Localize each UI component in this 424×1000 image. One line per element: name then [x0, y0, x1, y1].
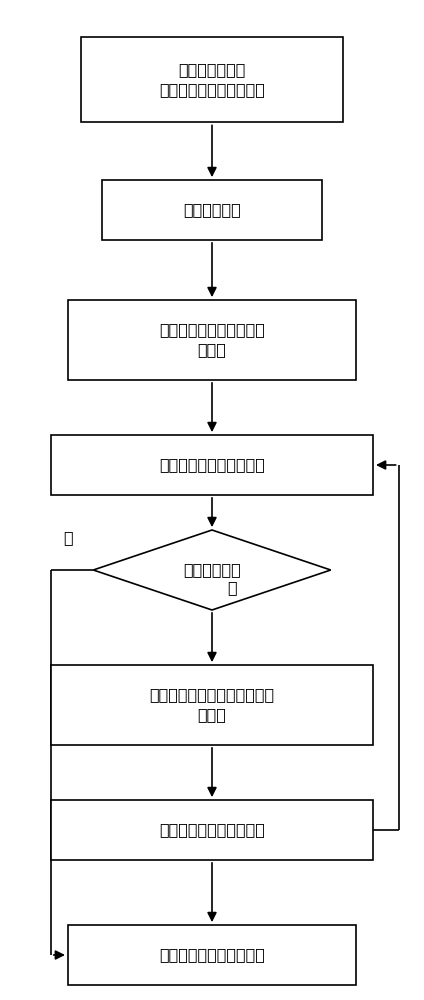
- Text: 否: 否: [227, 580, 237, 595]
- Text: 得到粒子群的全局最优解: 得到粒子群的全局最优解: [159, 458, 265, 473]
- Bar: [81, 37, 343, 122]
- Bar: [51, 435, 373, 495]
- Text: 是: 是: [63, 530, 73, 545]
- Text: 更新每个结构参数粒子的速度
与位置: 更新每个结构参数粒子的速度 与位置: [149, 688, 275, 722]
- Text: 随机初始化每个结构参数
粒子解: 随机初始化每个结构参数 粒子解: [159, 323, 265, 357]
- Text: 更新粒子群的全局最优解: 更新粒子群的全局最优解: [159, 822, 265, 838]
- Text: 根据应用需求，
获得光学系统的设计要求: 根据应用需求， 获得光学系统的设计要求: [159, 63, 265, 97]
- Polygon shape: [93, 530, 331, 610]
- Text: 输出光学系统的结构参数: 输出光学系统的结构参数: [159, 948, 265, 962]
- Bar: [68, 925, 356, 985]
- Bar: [51, 800, 373, 860]
- Bar: [68, 300, 356, 380]
- Text: 建立评价函数: 建立评价函数: [183, 202, 241, 218]
- Bar: [51, 665, 373, 745]
- Text: 是否满足需要: 是否满足需要: [183, 562, 241, 578]
- Bar: [102, 180, 322, 240]
